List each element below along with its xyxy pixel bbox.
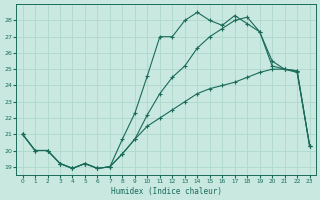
X-axis label: Humidex (Indice chaleur): Humidex (Indice chaleur): [111, 187, 221, 196]
